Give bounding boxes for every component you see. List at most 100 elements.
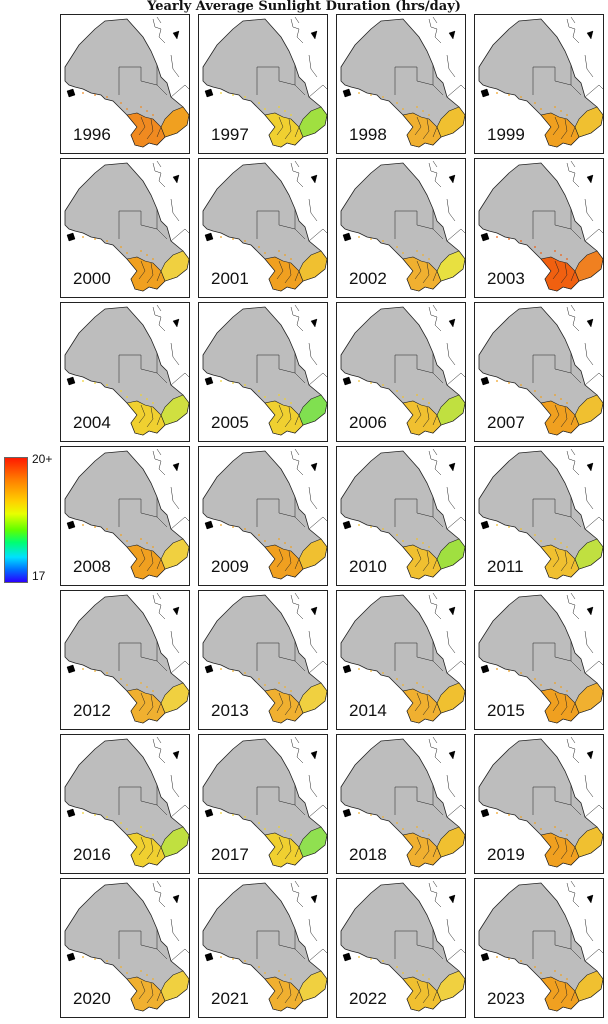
island-marker [310, 318, 318, 328]
lake-marker [480, 232, 490, 242]
eastern-region-shading [160, 106, 189, 138]
neighbouring-boundary [566, 18, 580, 44]
station-dot [520, 816, 522, 818]
lake-marker [66, 664, 76, 674]
map-panel-2017: 2017 [198, 734, 328, 874]
map-panel-2020: 2020 [60, 878, 190, 1018]
station-dot [290, 258, 292, 260]
neighbouring-boundary [446, 342, 456, 366]
ontario-map [340, 736, 465, 868]
year-label: 2001 [211, 269, 249, 288]
station-dot [422, 254, 424, 256]
year-label: 2015 [487, 701, 525, 720]
station-dot [370, 382, 372, 384]
station-dot [560, 830, 562, 832]
district-boundary [119, 210, 158, 230]
year-label: 2011 [487, 557, 524, 576]
island-marker [310, 894, 318, 904]
station-dot [370, 958, 372, 960]
station-dot [496, 524, 498, 526]
lake-marker [480, 808, 490, 818]
station-dot [132, 546, 134, 548]
ontario-map [340, 16, 465, 148]
lake-marker [204, 520, 214, 530]
district-boundary [276, 836, 284, 856]
southern-region-shading [264, 976, 304, 1012]
station-dot [82, 668, 84, 670]
station-dot [94, 238, 96, 240]
district-boundary [119, 354, 158, 374]
eastern-region-shading [574, 394, 603, 426]
station-dot [546, 978, 548, 980]
ontario-map [64, 16, 189, 148]
station-dot [370, 238, 372, 240]
neighbouring-boundary [446, 948, 465, 962]
station-dot [546, 546, 548, 548]
southern-region-shading [264, 112, 304, 148]
neighbouring-boundary [294, 880, 300, 888]
station-dot [278, 970, 280, 972]
year-label: 2016 [73, 845, 111, 864]
district-boundary [257, 210, 296, 230]
station-dot [382, 528, 384, 530]
map-panel-1997: 1997 [198, 14, 328, 154]
station-dot [540, 828, 542, 830]
station-dot [106, 240, 108, 242]
neighbouring-boundary [584, 948, 603, 962]
station-dot [408, 114, 410, 116]
southern-region-shading [402, 544, 442, 580]
island-marker [172, 606, 180, 616]
station-dot [540, 396, 542, 398]
district-boundary [552, 692, 560, 712]
station-dot [258, 102, 260, 104]
southern-region-shading [126, 544, 166, 580]
neighbouring-boundary [584, 342, 594, 366]
district-boundary [284, 550, 292, 572]
station-dot [428, 834, 430, 836]
district-boundary [422, 694, 430, 716]
station-dot [546, 834, 548, 836]
district-boundary [119, 930, 158, 950]
district-boundary [294, 209, 306, 240]
station-dot [146, 110, 148, 112]
district-boundary [395, 642, 434, 662]
map-panel-2009: 2009 [198, 446, 328, 586]
district-boundary [156, 641, 168, 672]
district-boundary [533, 210, 572, 230]
island-marker [586, 750, 594, 760]
station-dot [220, 92, 222, 94]
station-dot [554, 970, 556, 972]
neighbouring-boundary [294, 304, 300, 312]
year-label: 2009 [211, 557, 249, 576]
station-dot [546, 258, 548, 260]
neighbouring-boundary [566, 450, 580, 476]
lake-marker [204, 664, 214, 674]
map-panel-2003: 2003 [474, 158, 604, 298]
station-dot [416, 682, 418, 684]
station-dot [382, 816, 384, 818]
district-boundary [422, 262, 430, 284]
eastern-region-shading [298, 106, 327, 138]
lake-marker [204, 232, 214, 242]
station-dot [244, 960, 246, 962]
neighbouring-boundary [156, 736, 162, 744]
station-dot [94, 958, 96, 960]
district-boundary [422, 838, 430, 860]
district-boundary [414, 692, 422, 712]
neighbouring-boundary [584, 54, 594, 78]
station-dot [508, 94, 510, 96]
island-marker [448, 318, 456, 328]
map-panel-2016: 2016 [60, 734, 190, 874]
station-dot [244, 384, 246, 386]
station-dot [106, 96, 108, 98]
station-dot [496, 380, 498, 382]
year-label: 2003 [487, 269, 525, 288]
district-boundary [432, 990, 438, 1002]
southern-region-shading [402, 400, 442, 436]
station-dot [140, 394, 142, 396]
neighbouring-boundary [570, 304, 576, 312]
station-dot [152, 978, 154, 980]
station-dot [408, 690, 410, 692]
station-dot [540, 252, 542, 254]
ontario-map [202, 160, 327, 292]
